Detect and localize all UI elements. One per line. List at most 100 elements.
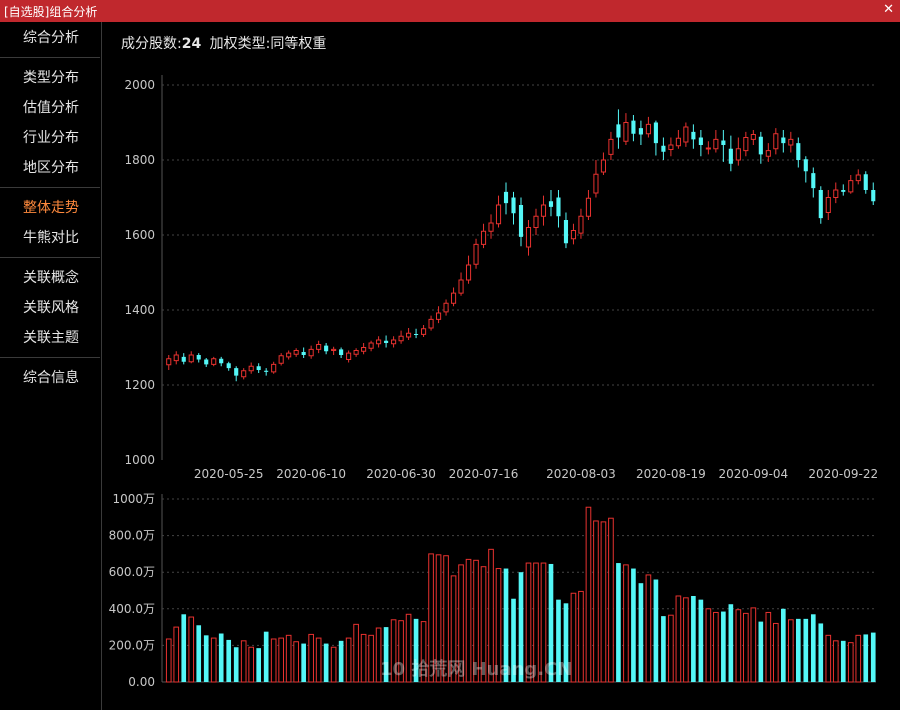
sidebar-divider — [0, 357, 100, 358]
volume-bar — [450, 575, 457, 683]
candle-body — [495, 204, 502, 225]
volume-bar — [631, 568, 636, 682]
sidebar-item[interactable]: 综合信息 — [23, 370, 79, 386]
candle-body — [391, 339, 397, 345]
candle-body — [773, 133, 779, 150]
sidebar-item[interactable]: 地区分布 — [23, 160, 79, 176]
volume-bar — [368, 634, 374, 683]
candle-body — [788, 138, 794, 146]
volume-bar — [787, 619, 794, 683]
candle-body — [278, 355, 284, 364]
volume-bar — [285, 634, 292, 683]
price-y-tick-label: 1400 — [124, 303, 155, 317]
sidebar-divider — [0, 187, 100, 188]
volume-bar — [428, 553, 434, 683]
volume-bar — [196, 625, 202, 682]
volume-bar — [390, 619, 397, 683]
volume-bar — [691, 595, 696, 682]
volume-bar — [420, 621, 427, 683]
volume-bar — [780, 608, 786, 682]
candle-body — [428, 318, 434, 329]
volume-bar — [181, 614, 187, 682]
candle-body — [219, 358, 224, 364]
candle-body — [226, 363, 231, 369]
volume-bar — [608, 517, 614, 683]
candle-body — [473, 243, 479, 265]
candle-body — [833, 189, 839, 198]
candle-body — [863, 174, 868, 190]
volume-bar — [721, 611, 726, 682]
candle-body — [593, 173, 599, 194]
candle-body — [616, 124, 621, 138]
candle-body — [765, 150, 771, 157]
candle-body — [188, 354, 194, 363]
candle-body — [623, 122, 629, 142]
candle-body — [211, 358, 217, 365]
candle-body — [691, 131, 696, 140]
candle-body — [181, 356, 186, 362]
title-bar: [自选股]组合分析 ✕ — [0, 0, 900, 22]
volume-bar — [556, 599, 561, 682]
volume-bar — [616, 563, 621, 682]
x-tick-label: 2020-09-22 — [808, 467, 878, 481]
volume-bar — [713, 611, 719, 683]
candle-body — [353, 350, 359, 355]
sidebar: 综合分析类型分布估值分析行业分布地区分布整体走势牛熊对比关联概念关联风格关联主题… — [0, 22, 102, 710]
candle-body — [331, 348, 337, 351]
sidebar-item[interactable]: 估值分析 — [23, 100, 79, 116]
volume-bar — [338, 640, 344, 682]
sidebar-item[interactable]: 整体走势 — [23, 200, 79, 216]
candle-body — [855, 174, 861, 182]
candle-body — [556, 197, 561, 217]
sidebar-item[interactable]: 关联主题 — [23, 330, 79, 346]
candle-body — [548, 201, 554, 207]
candle-body — [638, 128, 643, 135]
candle-body — [324, 345, 329, 352]
sidebar-item[interactable]: 综合分析 — [23, 30, 79, 46]
volume-bar — [405, 613, 412, 683]
candle-body — [384, 340, 389, 343]
candle-body — [480, 230, 487, 245]
volume-bar — [173, 626, 180, 683]
volume-bar — [585, 506, 592, 683]
volume-bar — [218, 633, 224, 682]
candle-body — [301, 352, 306, 355]
volume-bar — [398, 620, 404, 683]
volume-bar — [675, 595, 682, 683]
candle-body — [525, 227, 532, 248]
volume-bar — [750, 607, 757, 683]
candle-body — [443, 302, 449, 313]
volume-bar — [653, 579, 659, 682]
volume-bar — [578, 590, 584, 683]
sidebar-item[interactable]: 关联概念 — [23, 270, 79, 286]
candle-body — [503, 191, 509, 204]
volume-bar — [548, 563, 554, 682]
components-value: 24 — [181, 36, 202, 52]
sidebar-item[interactable]: 牛熊对比 — [23, 230, 79, 246]
volume-bar — [818, 623, 824, 682]
volume-bar — [570, 592, 577, 683]
volume-bar — [735, 609, 742, 683]
volume-bar — [832, 640, 839, 683]
candle-body — [803, 159, 808, 172]
candle-body — [234, 368, 239, 376]
candle-body — [248, 365, 254, 372]
candle-body — [518, 205, 524, 237]
close-icon[interactable]: ✕ — [883, 2, 894, 17]
candle-body — [540, 204, 547, 217]
volume-bar — [728, 604, 734, 682]
sidebar-item[interactable]: 类型分布 — [23, 70, 79, 86]
sidebar-divider — [0, 57, 100, 58]
candle-body — [818, 190, 823, 219]
sidebar-item[interactable]: 关联风格 — [23, 300, 79, 316]
sidebar-item[interactable]: 行业分布 — [23, 130, 79, 146]
weight-label: 加权类型: — [209, 36, 271, 52]
volume-bar — [525, 562, 532, 683]
volume-bar — [511, 598, 516, 682]
volume-bar — [308, 633, 314, 683]
volume-bar — [233, 647, 239, 682]
candle-body — [511, 197, 516, 214]
candle-body — [758, 136, 763, 155]
candle-body — [668, 144, 674, 150]
